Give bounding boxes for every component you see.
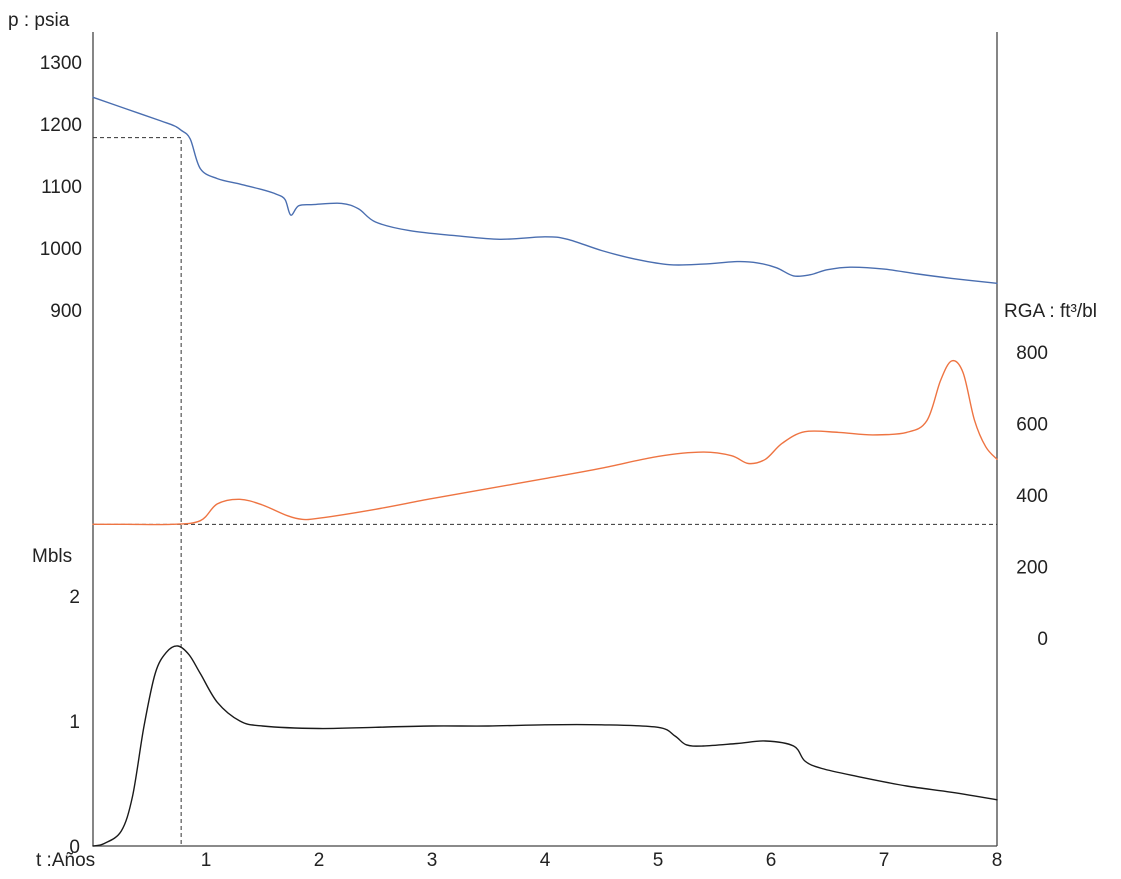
- gor-tick-label: 0: [1037, 629, 1048, 650]
- pressure-tick-label: 1000: [40, 239, 82, 260]
- pressure-axis-label: p : psia: [8, 10, 70, 31]
- x-tick-label: 3: [427, 850, 438, 871]
- pressure-tick-label: 900: [50, 301, 82, 322]
- axes: [92, 32, 998, 847]
- x-tick-label: 4: [540, 850, 551, 871]
- production-series-line: [92, 645, 998, 847]
- gor-axis-label: RGA : ft³/bl: [1004, 301, 1097, 322]
- axis-labels: p : psia RGA : ft³/bl Mbls t :Años: [8, 10, 1097, 871]
- pressure-tick-label: 1200: [40, 115, 82, 136]
- series-lines: [92, 96, 998, 847]
- pressure-tick-label: 1100: [41, 177, 82, 198]
- gor-tick-label: 400: [1016, 486, 1048, 507]
- production-axis-label: Mbls: [32, 546, 72, 567]
- reference-lines: [93, 137, 997, 846]
- x-tick-label: 2: [314, 850, 325, 871]
- tick-labels: 1 2 3 4 5 6 7 8 900 1000 1100 1200 1300 0 200 400 600 800…: [40, 53, 1048, 871]
- pressure-tick-label: 1300: [40, 53, 82, 74]
- x-tick-label: 5: [653, 850, 664, 871]
- production-tick-label: 0: [69, 837, 80, 858]
- x-tick-label: 6: [766, 850, 777, 871]
- x-tick-label: 8: [992, 850, 1003, 871]
- x-axis-label: t :Años: [36, 850, 95, 871]
- gor-series-line: [92, 359, 998, 526]
- pressure-series-line: [92, 96, 998, 284]
- production-tick-label: 1: [69, 712, 80, 733]
- production-tick-label: 2: [69, 587, 80, 608]
- x-tick-label: 7: [879, 850, 890, 871]
- x-tick-label: 1: [201, 850, 212, 871]
- gor-tick-label: 800: [1016, 343, 1048, 364]
- gor-tick-label: 600: [1016, 415, 1048, 436]
- gor-tick-label: 200: [1016, 558, 1048, 579]
